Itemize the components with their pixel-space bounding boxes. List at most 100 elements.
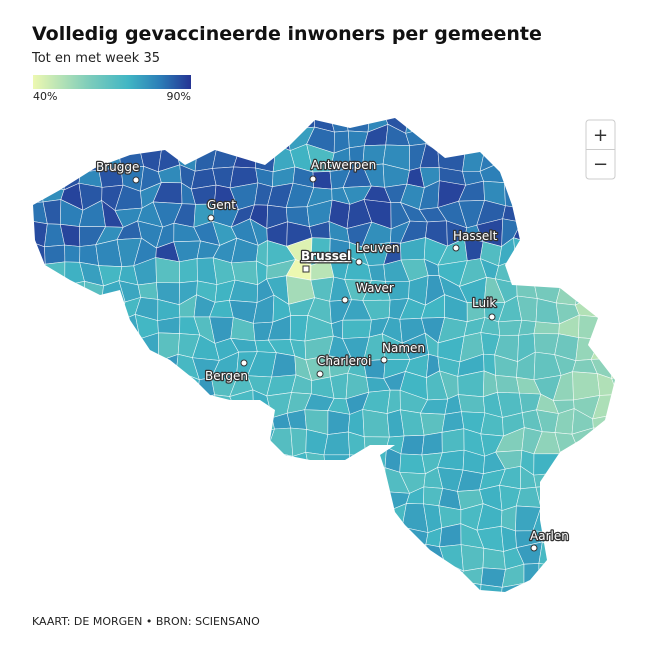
municipality (33, 432, 48, 456)
municipality (324, 584, 349, 592)
municipality (437, 123, 466, 154)
municipality (58, 411, 84, 436)
municipality (535, 246, 561, 266)
municipality (518, 319, 537, 336)
municipality (614, 394, 615, 417)
municipality (552, 143, 577, 165)
city-marker (355, 258, 363, 266)
municipality (251, 485, 275, 512)
municipality (287, 522, 308, 550)
municipality (552, 162, 576, 192)
municipality (504, 182, 523, 209)
municipality (571, 201, 601, 228)
city-label: Gent (207, 198, 236, 212)
municipality (80, 560, 99, 589)
municipality (216, 124, 240, 150)
municipality (64, 280, 85, 303)
municipality (420, 561, 448, 586)
municipality (33, 123, 44, 151)
municipality (97, 487, 126, 514)
municipality (40, 489, 64, 514)
municipality (41, 161, 67, 191)
municipality (248, 410, 275, 437)
municipality (609, 427, 615, 456)
municipality (558, 465, 582, 495)
municipality (134, 391, 157, 415)
municipality (516, 146, 538, 172)
municipality (533, 453, 561, 476)
municipality (77, 126, 105, 153)
municipality (95, 525, 126, 552)
municipality (385, 545, 411, 570)
municipality (329, 543, 350, 570)
municipality (191, 417, 221, 436)
municipality (60, 332, 86, 360)
municipality (286, 409, 307, 430)
city-marker (452, 244, 460, 252)
municipality (269, 129, 291, 152)
municipality (533, 183, 560, 201)
municipality (552, 123, 582, 145)
city-marker (341, 296, 349, 304)
municipality (556, 118, 582, 135)
municipality (57, 126, 88, 153)
municipality (590, 466, 612, 491)
municipality (138, 428, 162, 457)
municipality (82, 448, 105, 477)
municipality (211, 549, 235, 572)
municipality (155, 257, 180, 284)
municipality (135, 561, 164, 589)
municipality (271, 541, 290, 569)
municipality (608, 505, 615, 528)
municipality (133, 488, 164, 509)
municipality (329, 523, 350, 550)
municipality (612, 118, 615, 135)
municipality (40, 336, 66, 360)
municipality (446, 579, 465, 592)
municipality (252, 561, 273, 582)
municipality (58, 488, 87, 514)
municipality (197, 549, 218, 565)
municipality (60, 356, 82, 375)
municipality (33, 263, 46, 286)
municipality (592, 276, 615, 299)
municipality (596, 373, 615, 396)
municipality (495, 375, 520, 394)
municipality (40, 468, 67, 492)
municipality (248, 428, 275, 457)
municipality (33, 506, 47, 533)
city-label: Namen (382, 341, 425, 355)
municipality (198, 589, 218, 592)
municipality (367, 599, 382, 627)
municipality (346, 542, 369, 572)
municipality (464, 604, 484, 626)
municipality (156, 466, 183, 491)
zoom-in[interactable]: + (593, 125, 608, 146)
municipality (287, 468, 314, 490)
municipality (498, 319, 523, 336)
municipality (271, 528, 291, 550)
municipality (216, 583, 239, 592)
municipality (98, 372, 119, 398)
municipality (599, 208, 615, 220)
municipality (614, 276, 615, 306)
municipality (534, 143, 554, 167)
municipality (502, 118, 521, 133)
municipality (156, 488, 177, 509)
municipality (33, 374, 49, 397)
municipality (323, 506, 354, 534)
municipality (177, 560, 201, 592)
municipality (216, 469, 239, 493)
municipality (479, 603, 500, 626)
municipality (230, 581, 254, 592)
municipality (62, 431, 84, 457)
municipality (611, 605, 633, 623)
municipality (121, 564, 137, 589)
zoom-out[interactable]: − (593, 154, 608, 175)
municipality (77, 332, 105, 358)
municipality (272, 467, 297, 493)
municipality (255, 118, 271, 131)
municipality (97, 542, 124, 565)
